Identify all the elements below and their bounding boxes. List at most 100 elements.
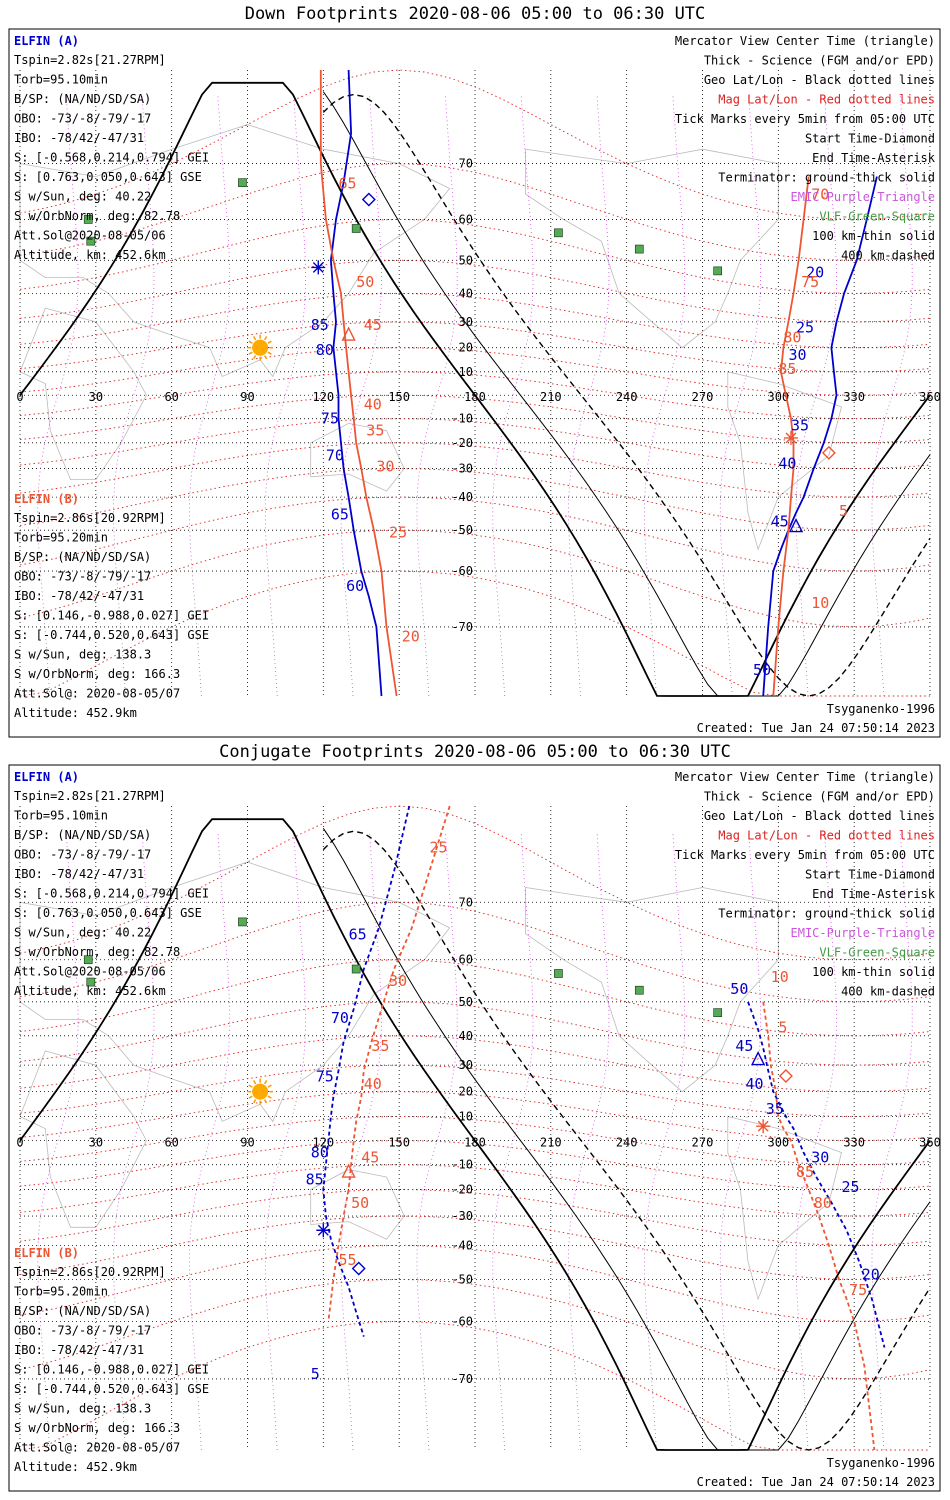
sun-ray (267, 351, 272, 355)
x-tick-label: 30 (89, 390, 103, 404)
vlf-station-square (238, 917, 247, 927)
mag-longitude-gridline (37, 831, 79, 1451)
panel-frame (8, 764, 941, 1492)
mag-latitude-gridline (19, 292, 931, 349)
vlf-station-square (554, 228, 563, 238)
sun-ray (248, 340, 253, 344)
mag-longitude-gridline (340, 94, 382, 697)
mag-longitude-gridline (189, 831, 231, 1451)
elfin-b-info-line: S w/OrbNorm, deg: 166.3 (14, 667, 180, 681)
track-time-label: 35 (371, 1037, 389, 1055)
legend-entry: Tick Marks every 5min from 05:00 UTC (675, 112, 935, 126)
track-time-label: 35 (766, 1100, 784, 1118)
y-tick-label: -20 (451, 1183, 473, 1197)
mag-longitude-gridline (340, 831, 382, 1451)
elfin-b-info-line: Att.Sol@: 2020-08-05/07 (14, 687, 180, 701)
track-time-label: 85 (796, 1163, 814, 1181)
panel-title: Conjugate Footprints 2020-08-06 05:00 to… (219, 742, 731, 762)
legend-entry: End Time-Asterisk (812, 887, 936, 901)
continent-outline (19, 861, 451, 1123)
y-tick-label: 70 (459, 157, 473, 171)
track-time-label: 85 (778, 360, 796, 378)
mag-longitude-gridline (37, 94, 79, 697)
mag-latitude-gridline (19, 321, 931, 373)
legend-entry: EMIC-Purple-Triangle (791, 190, 936, 204)
track-time-label: 55 (339, 1251, 357, 1269)
track-time-label: 35 (366, 421, 384, 439)
x-tick-label: 0 (16, 390, 23, 404)
start-time-diamond (351, 1261, 366, 1276)
x-tick-label: 210 (540, 390, 562, 404)
elfin-b-info-line: OBO: -73/-8/-79/-17 (14, 570, 151, 584)
center-time-triangle (788, 518, 804, 533)
legend-entry: Mercator View Center Time (triangle) (675, 34, 935, 48)
elfin-b-info-line: Altitude: 452.9km (14, 706, 137, 720)
elfin-a-info-line: B/SP: (NA/ND/SD/SA) (14, 828, 151, 842)
track-time-label: 5 (778, 1019, 787, 1037)
vlf-station-square (86, 977, 96, 987)
mag-latitude-gridline (19, 371, 931, 420)
footprint-track (319, 70, 398, 697)
mag-latitude-gridline (19, 394, 931, 444)
legend-entry: VLF-Green-Square (819, 946, 935, 960)
x-tick-label: 60 (164, 390, 178, 404)
track-time-label: 10 (771, 968, 789, 986)
mag-latitude-gridline (19, 442, 931, 498)
mag-longitude-gridline (644, 94, 686, 697)
mag-longitude-gridline (113, 831, 155, 1451)
elfin-b-info-line: S: [0.146,-0.988,0.027] GEI (14, 609, 209, 623)
footprint-track (329, 69, 383, 697)
legend-entry: 400 km-dashed (841, 249, 935, 263)
y-tick-label: 40 (459, 1029, 473, 1043)
x-tick-label: 270 (692, 1136, 714, 1150)
panel-frame (8, 28, 941, 738)
track-time-label: 80 (316, 341, 334, 359)
elfin-b-info-line: Altitude: 452.9km (14, 1460, 137, 1474)
track-time-label: 20 (806, 264, 824, 282)
mag-latitude-gridline (19, 1189, 931, 1246)
track-time-label: 20 (862, 1265, 880, 1283)
track-time-label: 30 (788, 346, 806, 364)
track-time-label: 70 (326, 447, 344, 465)
elfin-a-info-line: IBO: -78/42/-47/31 (14, 867, 144, 881)
sun-ray (252, 355, 257, 360)
vlf-station-square (351, 964, 361, 974)
track-time-label: 45 (771, 513, 789, 531)
track-time-label: 25 (796, 318, 814, 336)
elfin-a-info-line: S: [-0.568,0.214,0.794] GEI (14, 151, 209, 165)
x-tick-label: 210 (540, 1136, 562, 1150)
sun-ray (252, 1099, 257, 1104)
vlf-station-square (634, 244, 644, 254)
y-tick-label: -10 (451, 1158, 473, 1172)
track-time-label: 85 (306, 1170, 324, 1188)
mag-longitude-gridline (795, 831, 837, 1451)
track-time-label: 80 (783, 329, 801, 347)
x-tick-label: 180 (464, 1136, 486, 1150)
vlf-station-square (83, 215, 93, 224)
y-tick-label: 50 (459, 995, 473, 1009)
legend-entry: 100 km-thin solid (812, 965, 935, 979)
track-time-label: 40 (364, 395, 382, 413)
y-tick-label: -10 (451, 412, 473, 426)
legend-entry: Mercator View Center Time (triangle) (675, 770, 935, 784)
created-timestamp: Created: Tue Jan 24 07:50:14 2023 (697, 721, 935, 735)
track-time-label: 30 (389, 972, 407, 990)
footprint-track (762, 1001, 876, 1451)
track-time-label: 50 (351, 1194, 369, 1212)
x-tick-label: 330 (843, 390, 865, 404)
elfin-b-info-line: Torb=95.20min (14, 531, 108, 545)
track-time-label: 45 (361, 1148, 379, 1166)
y-tick-label: 70 (459, 895, 473, 909)
mag-latitude-gridline (19, 570, 930, 697)
elfin-b-label: ELFIN (B) (14, 1246, 79, 1260)
sun-icon (252, 339, 269, 356)
track-time-label: 5 (311, 1365, 320, 1383)
track-time-label: 75 (316, 1067, 334, 1085)
elfin-a-info-line: Torb=95.10min (14, 73, 108, 87)
elfin-a-label: ELFIN (A) (14, 34, 79, 48)
elfin-b-info-line: IBO: -78/42/-47/31 (14, 589, 144, 603)
mag-latitude-gridline (19, 1140, 931, 1190)
elfin-a-info-line: Tspin=2.82s[21.27RPM] (14, 789, 166, 803)
track-time-label: 50 (356, 273, 374, 291)
elfin-b-info-line: B/SP: (NA/ND/SD/SA) (14, 550, 151, 564)
